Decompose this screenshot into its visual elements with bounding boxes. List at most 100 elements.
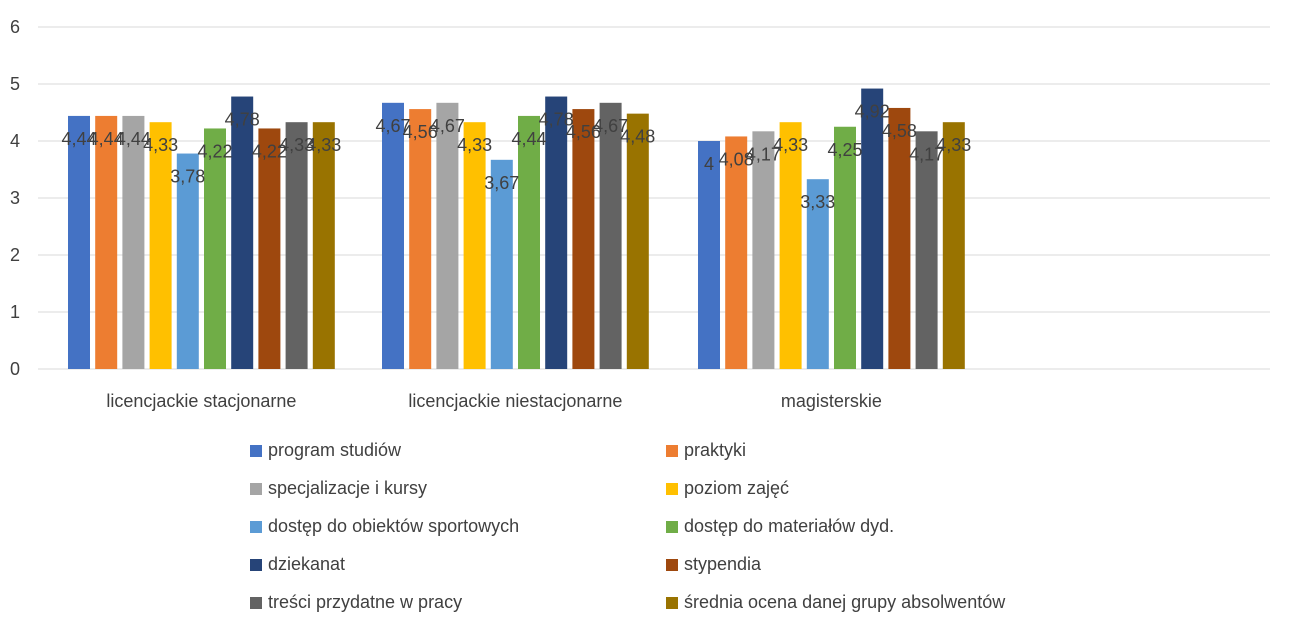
bar	[861, 88, 884, 369]
bar	[545, 96, 568, 369]
legend-swatch	[250, 520, 262, 533]
bar	[463, 122, 486, 369]
data-label: 4,33	[306, 135, 341, 155]
data-label: 3,67	[484, 173, 519, 193]
bar	[285, 122, 308, 369]
bar	[779, 122, 802, 369]
y-tick-label: 2	[10, 245, 20, 265]
x-axis: licencjackie stacjonarne licencjackie nie…	[106, 391, 882, 411]
x-tick-label: magisterskie	[781, 391, 882, 411]
bar	[518, 115, 540, 369]
data-label: 4,33	[279, 135, 314, 155]
legend-label: dziekanat	[268, 554, 346, 574]
bar	[68, 115, 90, 369]
bars	[68, 88, 965, 369]
data-label: 4,44	[511, 129, 546, 149]
legend-item: dostęp do obiektów sportowych	[250, 516, 519, 537]
legend-label: program studiów	[268, 440, 402, 460]
data-label: 4,17	[909, 144, 944, 164]
data-label: 4,44	[89, 129, 124, 149]
bar	[149, 122, 172, 369]
legend-item: średnia ocena danej grupy absolwentów	[666, 592, 1005, 613]
legend-item: poziom zajęć	[666, 478, 789, 499]
data-label: 3,33	[800, 192, 835, 212]
bar	[915, 131, 938, 369]
bar	[176, 153, 199, 369]
x-tick-label: licencjackie niestacjonarne	[408, 391, 622, 411]
bar	[312, 122, 335, 369]
bar	[95, 115, 118, 369]
data-label: 4,22	[197, 141, 232, 161]
bar	[806, 179, 829, 369]
data-label: 4,33	[457, 135, 492, 155]
bar	[572, 109, 595, 369]
y-tick-label: 0	[10, 359, 20, 379]
bar	[599, 102, 622, 369]
bar	[436, 102, 459, 369]
bar	[725, 136, 748, 369]
data-label: 4,22	[252, 141, 287, 161]
data-label: 4	[704, 154, 714, 174]
bar	[698, 141, 720, 369]
legend-label: poziom zajęć	[684, 478, 790, 498]
legend-item: dziekanat	[250, 554, 345, 575]
data-label: 4,67	[593, 116, 628, 136]
data-label: 4,56	[566, 122, 601, 142]
legend-swatch	[666, 444, 678, 457]
legend-item: stypendia	[666, 554, 761, 575]
data-label: 4,67	[430, 116, 465, 136]
bar	[258, 128, 281, 369]
y-tick-label: 1	[10, 302, 20, 322]
y-tick-label: 3	[10, 188, 20, 208]
bar	[204, 128, 226, 369]
legend-swatch	[250, 444, 262, 457]
data-label: 3,78	[170, 167, 205, 187]
legend-swatch	[666, 520, 678, 533]
bar	[834, 126, 856, 369]
data-label: 4,08	[719, 149, 754, 169]
data-label: 4,56	[403, 122, 438, 142]
legend-label: treści przydatne w pracy	[268, 592, 463, 612]
bar	[122, 115, 145, 369]
data-label: 4,78	[225, 110, 260, 130]
legend-swatch	[666, 596, 678, 609]
legend-swatch	[250, 596, 262, 609]
y-tick-label: 6	[10, 17, 20, 37]
legend-swatch	[666, 482, 678, 495]
legend-label: stypendia	[684, 554, 762, 574]
legend-swatch	[666, 558, 678, 571]
legend-swatch	[250, 482, 262, 495]
x-tick-label: licencjackie stacjonarne	[106, 391, 296, 411]
legend-item: praktyki	[666, 440, 746, 461]
legend-item: specjalizacje i kursy	[250, 478, 427, 499]
bar	[409, 109, 432, 369]
data-label: 4,33	[143, 135, 178, 155]
legend-label: praktyki	[684, 440, 747, 460]
legend-label: średnia ocena danej grupy absolwentów	[684, 592, 1006, 612]
legend-item: program studiów	[250, 440, 401, 461]
bar	[382, 102, 404, 369]
data-label: 4,33	[773, 135, 808, 155]
y-tick-label: 5	[10, 74, 20, 94]
bar	[942, 122, 965, 369]
data-label: 4,78	[539, 110, 574, 130]
y-tick-label: 4	[10, 131, 20, 151]
legend-label: specjalizacje i kursy	[268, 478, 428, 498]
legend-label: dostęp do materiałów dyd.	[684, 516, 895, 536]
data-label: 4,92	[855, 102, 890, 122]
data-label: 4,58	[882, 121, 917, 141]
data-label: 4,44	[116, 129, 151, 149]
bar	[231, 96, 254, 369]
data-label: 4,25	[827, 140, 862, 160]
data-label: 4,17	[746, 144, 781, 164]
data-labels: 4,444,444,444,333,784,224,784,224,334,33…	[61, 102, 971, 213]
legend-label: dostęp do obiektów sportowych	[268, 516, 520, 536]
legend-item: dostęp do materiałów dyd.	[666, 516, 894, 537]
bar	[490, 159, 513, 369]
bar	[626, 113, 649, 369]
data-label: 4,48	[620, 127, 655, 147]
bar	[752, 131, 775, 369]
legend-swatch	[250, 558, 262, 571]
data-label: 4,67	[375, 116, 410, 136]
